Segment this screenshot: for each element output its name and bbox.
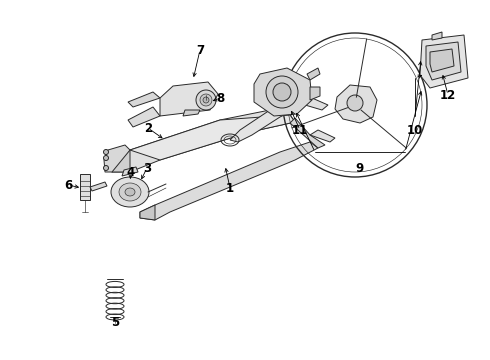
Text: 10: 10 <box>407 123 423 136</box>
Circle shape <box>347 95 363 111</box>
Circle shape <box>103 149 108 154</box>
Ellipse shape <box>125 188 135 196</box>
Polygon shape <box>110 110 295 172</box>
Text: 6: 6 <box>64 179 72 192</box>
Polygon shape <box>310 130 335 142</box>
Polygon shape <box>122 167 138 176</box>
Polygon shape <box>335 85 377 123</box>
Polygon shape <box>104 145 130 172</box>
Polygon shape <box>230 100 305 142</box>
Circle shape <box>266 76 298 108</box>
Polygon shape <box>90 182 107 191</box>
Polygon shape <box>432 32 442 40</box>
Ellipse shape <box>203 97 209 103</box>
Polygon shape <box>183 110 200 116</box>
Text: 2: 2 <box>144 122 152 135</box>
Ellipse shape <box>200 94 212 106</box>
Text: 7: 7 <box>196 44 204 57</box>
Polygon shape <box>290 118 325 148</box>
Text: 5: 5 <box>111 315 119 328</box>
Ellipse shape <box>196 90 216 110</box>
Polygon shape <box>140 205 155 220</box>
Polygon shape <box>160 82 218 116</box>
Polygon shape <box>130 115 295 160</box>
Text: 3: 3 <box>143 162 151 175</box>
Polygon shape <box>307 68 320 80</box>
Polygon shape <box>128 107 160 127</box>
Polygon shape <box>426 42 461 80</box>
Circle shape <box>103 156 108 161</box>
Polygon shape <box>80 174 90 200</box>
Polygon shape <box>140 142 318 220</box>
Polygon shape <box>110 150 130 172</box>
Text: 9: 9 <box>356 162 364 175</box>
Polygon shape <box>254 68 312 116</box>
Polygon shape <box>295 95 315 105</box>
Circle shape <box>273 83 291 101</box>
Polygon shape <box>420 35 468 88</box>
Ellipse shape <box>111 177 149 207</box>
Text: 12: 12 <box>440 89 456 102</box>
Text: 1: 1 <box>226 181 234 194</box>
Text: 4: 4 <box>127 166 135 179</box>
Text: 8: 8 <box>216 91 224 104</box>
Polygon shape <box>310 87 320 100</box>
Polygon shape <box>305 98 328 110</box>
Circle shape <box>103 166 108 171</box>
Ellipse shape <box>119 183 141 201</box>
Text: 11: 11 <box>292 123 308 136</box>
Polygon shape <box>430 49 454 72</box>
Polygon shape <box>128 92 160 107</box>
